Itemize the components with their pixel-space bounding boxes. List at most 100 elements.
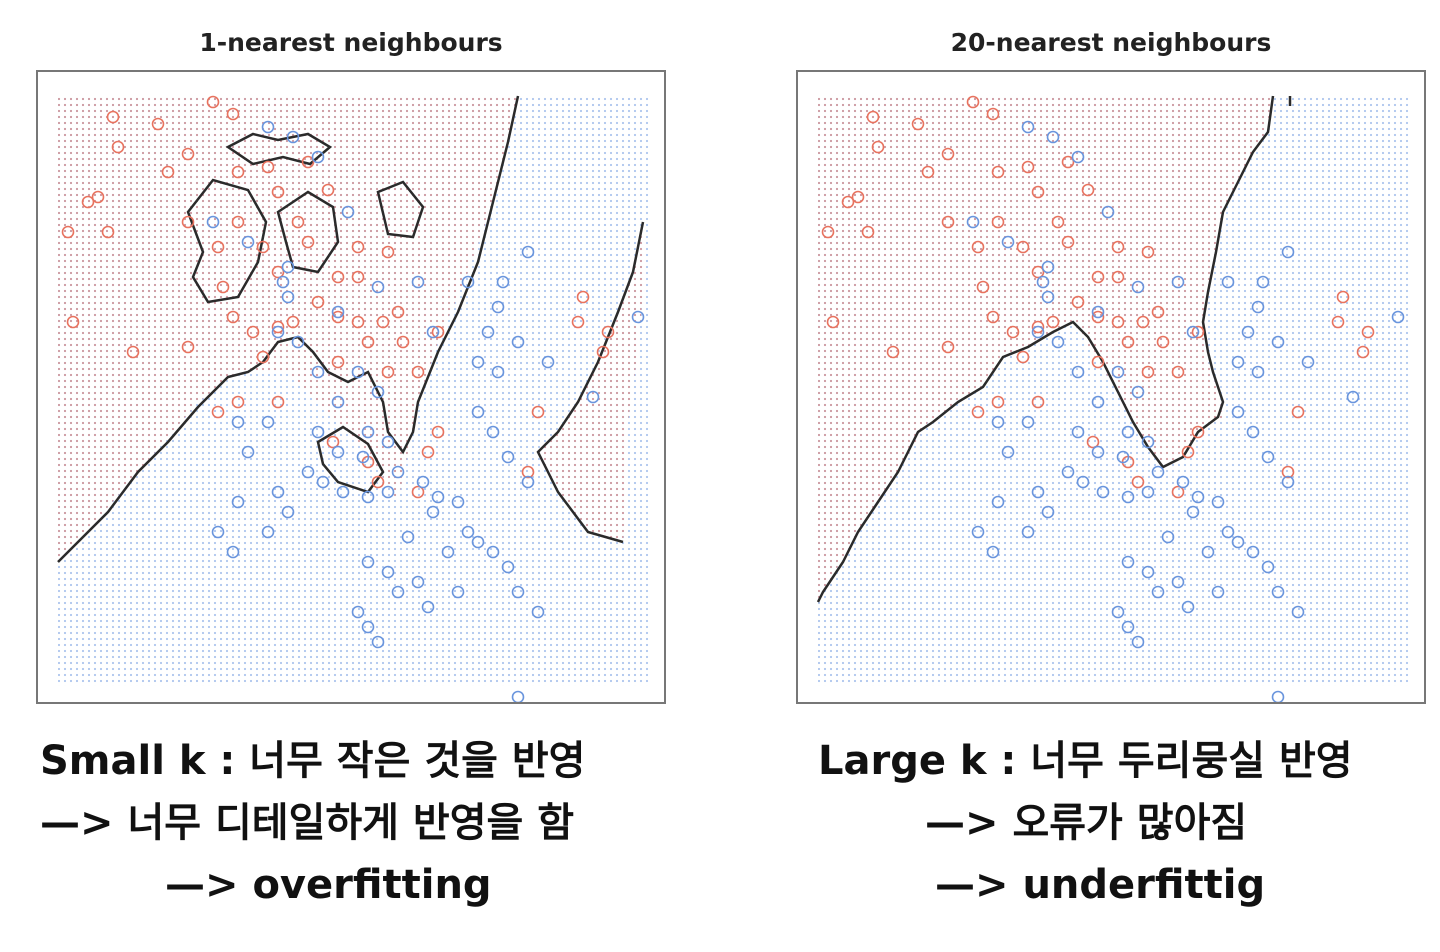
sample-point [986,545,1000,559]
sample-point [321,183,335,197]
sample-point [491,365,505,379]
sample-point [381,245,395,259]
sample-point [391,465,405,479]
sample-point [1061,155,1075,169]
sample-point [1186,505,1200,519]
sample-point [281,260,295,274]
knn-plot-k1 [36,70,666,704]
boundary-island-1 [225,132,333,166]
sample-point [1031,485,1045,499]
sample-point [271,265,285,279]
sample-point [216,280,230,294]
sample-point [336,485,350,499]
sample-point [966,215,980,229]
sample-point [281,505,295,519]
sample-point [301,155,315,169]
sample-point [596,345,610,359]
sample-point [1121,490,1135,504]
sample-point [271,320,285,334]
sample-point [91,190,105,204]
sample-point [261,525,275,539]
sample-point [501,450,515,464]
sample-point [1291,605,1305,619]
panel-title-k1: 1-nearest neighbours [199,28,503,57]
sample-point [851,190,865,204]
sample-point [871,140,885,154]
sample-point [271,485,285,499]
sample-point [1271,585,1285,599]
sample-point [821,225,835,239]
sample-point [231,165,245,179]
sample-point [361,555,375,569]
sample-point [361,425,375,439]
boundary-island-3 [276,190,340,274]
sample-point [256,350,270,364]
sample-point [421,445,435,459]
sample-point [1016,350,1030,364]
sample-point [976,280,990,294]
sample-point [1221,525,1235,539]
sample-point [231,215,245,229]
sample-point [331,305,345,319]
sample-point [1061,465,1075,479]
sample-point [181,147,195,161]
sample-point [101,225,115,239]
sample-point [1336,290,1350,304]
sample-point [226,107,240,121]
sample-point [511,335,525,349]
sample-point [341,205,355,219]
sample-point [1001,235,1015,249]
boundary-strip [536,221,645,544]
sample-point [511,690,525,702]
sample-point [1131,280,1145,294]
caption-line-detail: —> 너무 디테일하게 반영을 함 [40,800,575,846]
sample-point [1021,160,1035,174]
sample-point [461,275,475,289]
sample-point [411,575,425,589]
sample-point [371,280,385,294]
sample-point [971,240,985,254]
sample-point [301,465,315,479]
sample-point [1091,310,1105,324]
sample-point [61,225,75,239]
sample-point [571,315,585,329]
sample-point [886,345,900,359]
sample-point [396,335,410,349]
sample-point [381,435,395,449]
sample-point [941,147,955,161]
sample-point [1271,335,1285,349]
sample-point [261,160,275,174]
sample-point [471,355,485,369]
boundary-island-4 [376,180,425,239]
sample-point [826,315,840,329]
sample-point [351,240,365,254]
sample-point [1291,405,1305,419]
caption-line-small-k: Small k : 너무 작은 것을 반영 [40,738,586,784]
sample-point [521,465,535,479]
sample-point [866,110,880,124]
sample-point [1211,495,1225,509]
sample-point [1201,545,1215,559]
sample-point [281,290,295,304]
sample-point [261,415,275,429]
sample-point [211,525,225,539]
sample-point [286,130,300,144]
sample-point [1121,335,1135,349]
sample-point [1131,475,1145,489]
sample-point [381,565,395,579]
sample-point [1141,245,1155,259]
sample-point [391,585,405,599]
sample-point [161,165,175,179]
sample-point [1261,450,1275,464]
sample-point [291,215,305,229]
sample-point [211,405,225,419]
sample-point [361,490,375,504]
sample-point [416,475,430,489]
sample-point [1151,465,1165,479]
sample-point [481,325,495,339]
boundary-main [57,95,520,563]
sample-point [421,600,435,614]
sample-point [1251,300,1265,314]
sample-point [151,117,165,131]
sample-point [441,545,455,559]
